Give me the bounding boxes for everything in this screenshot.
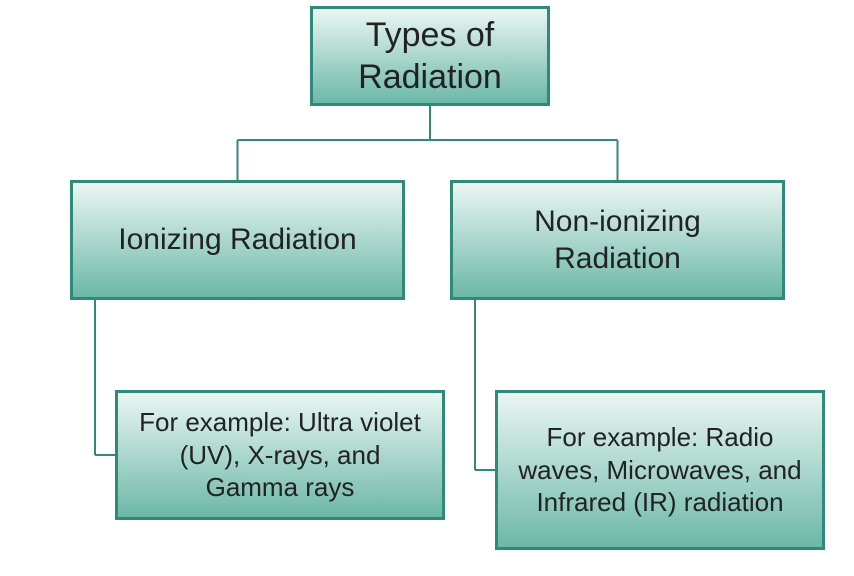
ionizing-label: Ionizing Radiation — [118, 221, 357, 259]
nonionizing-example-node: For example: Radio waves, Microwaves, an… — [495, 390, 825, 550]
ionizing-example-label: For example: Ultra violet (UV), X-rays, … — [132, 406, 428, 504]
nonionizing-node: Non-ionizing Radiation — [450, 180, 785, 300]
ionizing-example-node: For example: Ultra violet (UV), X-rays, … — [115, 390, 445, 520]
root-label: Types of Radiation — [358, 14, 502, 99]
ionizing-node: Ionizing Radiation — [70, 180, 405, 300]
nonionizing-label: Non-ionizing Radiation — [534, 203, 701, 278]
root-node: Types of Radiation — [310, 6, 550, 106]
nonionizing-example-label: For example: Radio waves, Microwaves, an… — [512, 421, 808, 519]
